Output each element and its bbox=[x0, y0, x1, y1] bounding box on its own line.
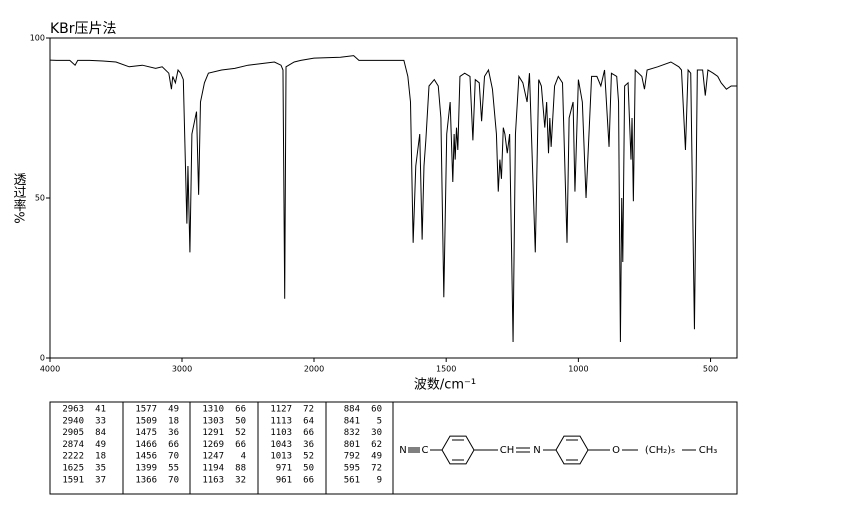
x-tick-label: 500 bbox=[703, 365, 718, 374]
transmittance-cell: 55 bbox=[168, 464, 179, 474]
transmittance-cell: 60 bbox=[371, 405, 382, 415]
wavenumber-cell: 1399 bbox=[135, 464, 157, 474]
transmittance-cell: 66 bbox=[303, 428, 314, 438]
wavenumber-cell: 841 bbox=[344, 416, 360, 426]
atom-label: N bbox=[533, 445, 540, 456]
x-tick-label: 2000 bbox=[304, 365, 324, 374]
wavenumber-cell: 1113 bbox=[270, 416, 292, 426]
wavenumber-cell: 1577 bbox=[135, 405, 157, 415]
transmittance-cell: 70 bbox=[168, 452, 179, 462]
y-tick-label: 0 bbox=[40, 354, 45, 363]
transmittance-cell: 37 bbox=[95, 475, 106, 485]
transmittance-cell: 36 bbox=[168, 428, 179, 438]
wavenumber-cell: 1303 bbox=[202, 416, 224, 426]
wavenumber-cell: 2940 bbox=[62, 416, 84, 426]
wavenumber-cell: 1103 bbox=[270, 428, 292, 438]
atom-label: C bbox=[422, 445, 429, 456]
transmittance-cell: 66 bbox=[168, 440, 179, 450]
transmittance-cell: 49 bbox=[168, 405, 179, 415]
atom-label: (CH₂)₅ bbox=[645, 445, 675, 456]
y-axis-label: 透过率% bbox=[11, 172, 27, 223]
spectrum-line bbox=[49, 55, 737, 343]
wavenumber-cell: 1366 bbox=[135, 475, 157, 485]
transmittance-cell: 52 bbox=[303, 452, 314, 462]
transmittance-cell: 41 bbox=[95, 405, 106, 415]
transmittance-cell: 5 bbox=[377, 416, 382, 426]
wavenumber-cell: 1163 bbox=[202, 475, 224, 485]
chart-title: KBr压片法 bbox=[50, 21, 117, 37]
transmittance-cell: 66 bbox=[303, 475, 314, 485]
x-tick-label: 1500 bbox=[436, 365, 456, 374]
wavenumber-cell: 2222 bbox=[62, 452, 84, 462]
wavenumber-cell: 1466 bbox=[135, 440, 157, 450]
wavenumber-cell: 2905 bbox=[62, 428, 84, 438]
transmittance-cell: 72 bbox=[303, 405, 314, 415]
transmittance-cell: 18 bbox=[168, 416, 179, 426]
y-tick-label: 100 bbox=[30, 34, 45, 43]
wavenumber-cell: 832 bbox=[344, 428, 360, 438]
transmittance-cell: 66 bbox=[235, 440, 246, 450]
wavenumber-cell: 801 bbox=[344, 440, 360, 450]
wavenumber-cell: 2874 bbox=[62, 440, 84, 450]
wavenumber-cell: 561 bbox=[344, 475, 360, 485]
transmittance-cell: 64 bbox=[303, 416, 314, 426]
wavenumber-cell: 1310 bbox=[202, 405, 224, 415]
wavenumber-cell: 595 bbox=[344, 464, 360, 474]
transmittance-cell: 84 bbox=[95, 428, 106, 438]
wavenumber-cell: 1194 bbox=[202, 464, 224, 474]
transmittance-cell: 9 bbox=[377, 475, 382, 485]
x-tick-label: 4000 bbox=[40, 365, 60, 374]
transmittance-cell: 62 bbox=[371, 440, 382, 450]
atom-label: O bbox=[612, 445, 620, 456]
transmittance-cell: 50 bbox=[303, 464, 314, 474]
wavenumber-cell: 1127 bbox=[270, 405, 292, 415]
transmittance-cell: 32 bbox=[235, 475, 246, 485]
transmittance-cell: 33 bbox=[95, 416, 106, 426]
transmittance-cell: 49 bbox=[95, 440, 106, 450]
transmittance-cell: 4 bbox=[241, 452, 246, 462]
x-axis-label: 波数/cm⁻¹ bbox=[414, 378, 476, 393]
transmittance-cell: 66 bbox=[235, 405, 246, 415]
transmittance-cell: 88 bbox=[235, 464, 246, 474]
wavenumber-cell: 1043 bbox=[270, 440, 292, 450]
transmittance-cell: 50 bbox=[235, 416, 246, 426]
transmittance-cell: 30 bbox=[371, 428, 382, 438]
transmittance-cell: 18 bbox=[95, 452, 106, 462]
plot-frame bbox=[49, 37, 738, 359]
wavenumber-cell: 2963 bbox=[62, 405, 84, 415]
transmittance-cell: 35 bbox=[95, 464, 106, 474]
atom-label: CH₃ bbox=[699, 445, 718, 456]
structure-bonds bbox=[408, 435, 696, 465]
transmittance-cell: 49 bbox=[371, 452, 382, 462]
wavenumber-cell: 1509 bbox=[135, 416, 157, 426]
x-tick-label: 1000 bbox=[568, 365, 588, 374]
transmittance-cell: 72 bbox=[371, 464, 382, 474]
x-tick-label: 3000 bbox=[172, 365, 192, 374]
wavenumber-cell: 1625 bbox=[62, 464, 84, 474]
wavenumber-cell: 961 bbox=[276, 475, 292, 485]
wavenumber-cell: 792 bbox=[344, 452, 360, 462]
atom-label: CH bbox=[500, 445, 515, 456]
wavenumber-cell: 1247 bbox=[202, 452, 224, 462]
wavenumber-cell: 1291 bbox=[202, 428, 224, 438]
wavenumber-cell: 971 bbox=[276, 464, 292, 474]
transmittance-cell: 36 bbox=[303, 440, 314, 450]
wavenumber-cell: 1591 bbox=[62, 475, 84, 485]
transmittance-cell: 52 bbox=[235, 428, 246, 438]
wavenumber-cell: 1013 bbox=[270, 452, 292, 462]
atom-label: N bbox=[399, 445, 406, 456]
wavenumber-cell: 1475 bbox=[135, 428, 157, 438]
transmittance-cell: 70 bbox=[168, 475, 179, 485]
wavenumber-cell: 1456 bbox=[135, 452, 157, 462]
wavenumber-cell: 884 bbox=[344, 405, 360, 415]
y-tick-label: 50 bbox=[35, 194, 45, 203]
wavenumber-cell: 1269 bbox=[202, 440, 224, 450]
